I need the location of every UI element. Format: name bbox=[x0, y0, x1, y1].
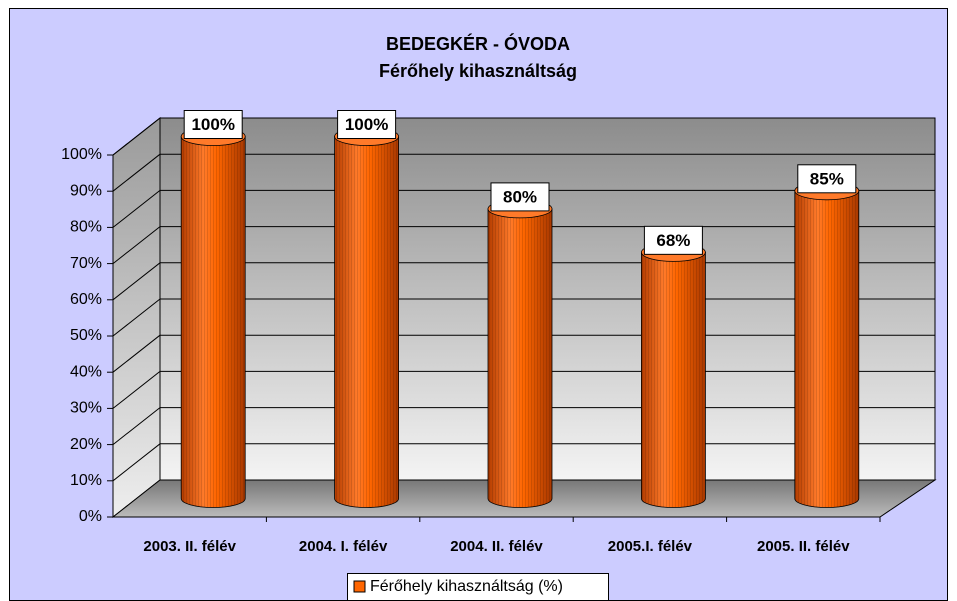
x-tick-label: 2005. II. félév bbox=[757, 538, 850, 555]
x-tick-label: 2004. II. félév bbox=[450, 538, 543, 555]
y-tick-label: 90% bbox=[70, 182, 102, 199]
chart-subtitle: Férőhely kihasználtság bbox=[379, 61, 577, 81]
grid-line bbox=[112, 226, 161, 264]
value-label: 80% bbox=[503, 187, 537, 206]
value-label-box bbox=[183, 110, 243, 139]
x-tick-label: 2004. I. félév bbox=[299, 538, 388, 555]
y-tick-label: 30% bbox=[70, 400, 102, 417]
y-tick-label: 40% bbox=[70, 363, 102, 380]
grid-line bbox=[112, 117, 161, 156]
legend-label: Férőhely kihasználtság (%) bbox=[370, 578, 563, 595]
value-label-box bbox=[490, 182, 550, 212]
cylinder-stripes bbox=[334, 136, 399, 508]
grid-line bbox=[112, 371, 161, 409]
y-tick-label: 20% bbox=[70, 436, 102, 453]
value-label: 100% bbox=[191, 115, 234, 134]
cylinder-stripes bbox=[181, 136, 246, 508]
y-tick-label: 60% bbox=[70, 291, 102, 308]
cylinder-stripes bbox=[488, 208, 552, 508]
value-label-box bbox=[797, 164, 857, 194]
cylinder-stripes bbox=[794, 190, 859, 508]
grid-line bbox=[112, 298, 161, 337]
y-tick-label: 0% bbox=[79, 508, 102, 525]
grid-line bbox=[112, 334, 161, 373]
y-tick-label: 50% bbox=[70, 327, 102, 344]
value-label: 85% bbox=[810, 169, 844, 188]
y-tick-label: 10% bbox=[70, 472, 102, 489]
value-label: 100% bbox=[345, 115, 388, 134]
legend-swatch bbox=[353, 580, 366, 593]
value-label-box bbox=[643, 225, 703, 255]
chart-title: BEDEGKÉR - ÓVODA bbox=[386, 33, 570, 54]
x-tick-label: 2003. II. félév bbox=[143, 538, 236, 555]
x-tick-label: 2005.I. félév bbox=[608, 538, 693, 555]
y-tick-label: 70% bbox=[70, 255, 102, 272]
y-tick-label: 100% bbox=[61, 146, 102, 163]
cylinder-stripes bbox=[641, 252, 706, 508]
grid-line bbox=[112, 443, 161, 482]
value-label: 68% bbox=[656, 231, 690, 250]
y-tick-label: 80% bbox=[70, 219, 102, 236]
value-label-box bbox=[337, 110, 397, 139]
grid-line bbox=[112, 407, 161, 445]
grid-line bbox=[112, 153, 161, 192]
grid-line bbox=[112, 262, 161, 301]
grid-line bbox=[112, 190, 161, 228]
